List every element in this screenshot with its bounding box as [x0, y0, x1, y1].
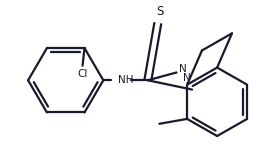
Text: N: N: [183, 73, 191, 83]
Text: N: N: [179, 64, 186, 74]
Text: S: S: [156, 5, 163, 18]
Text: NH: NH: [118, 75, 134, 85]
Text: Cl: Cl: [77, 69, 88, 79]
